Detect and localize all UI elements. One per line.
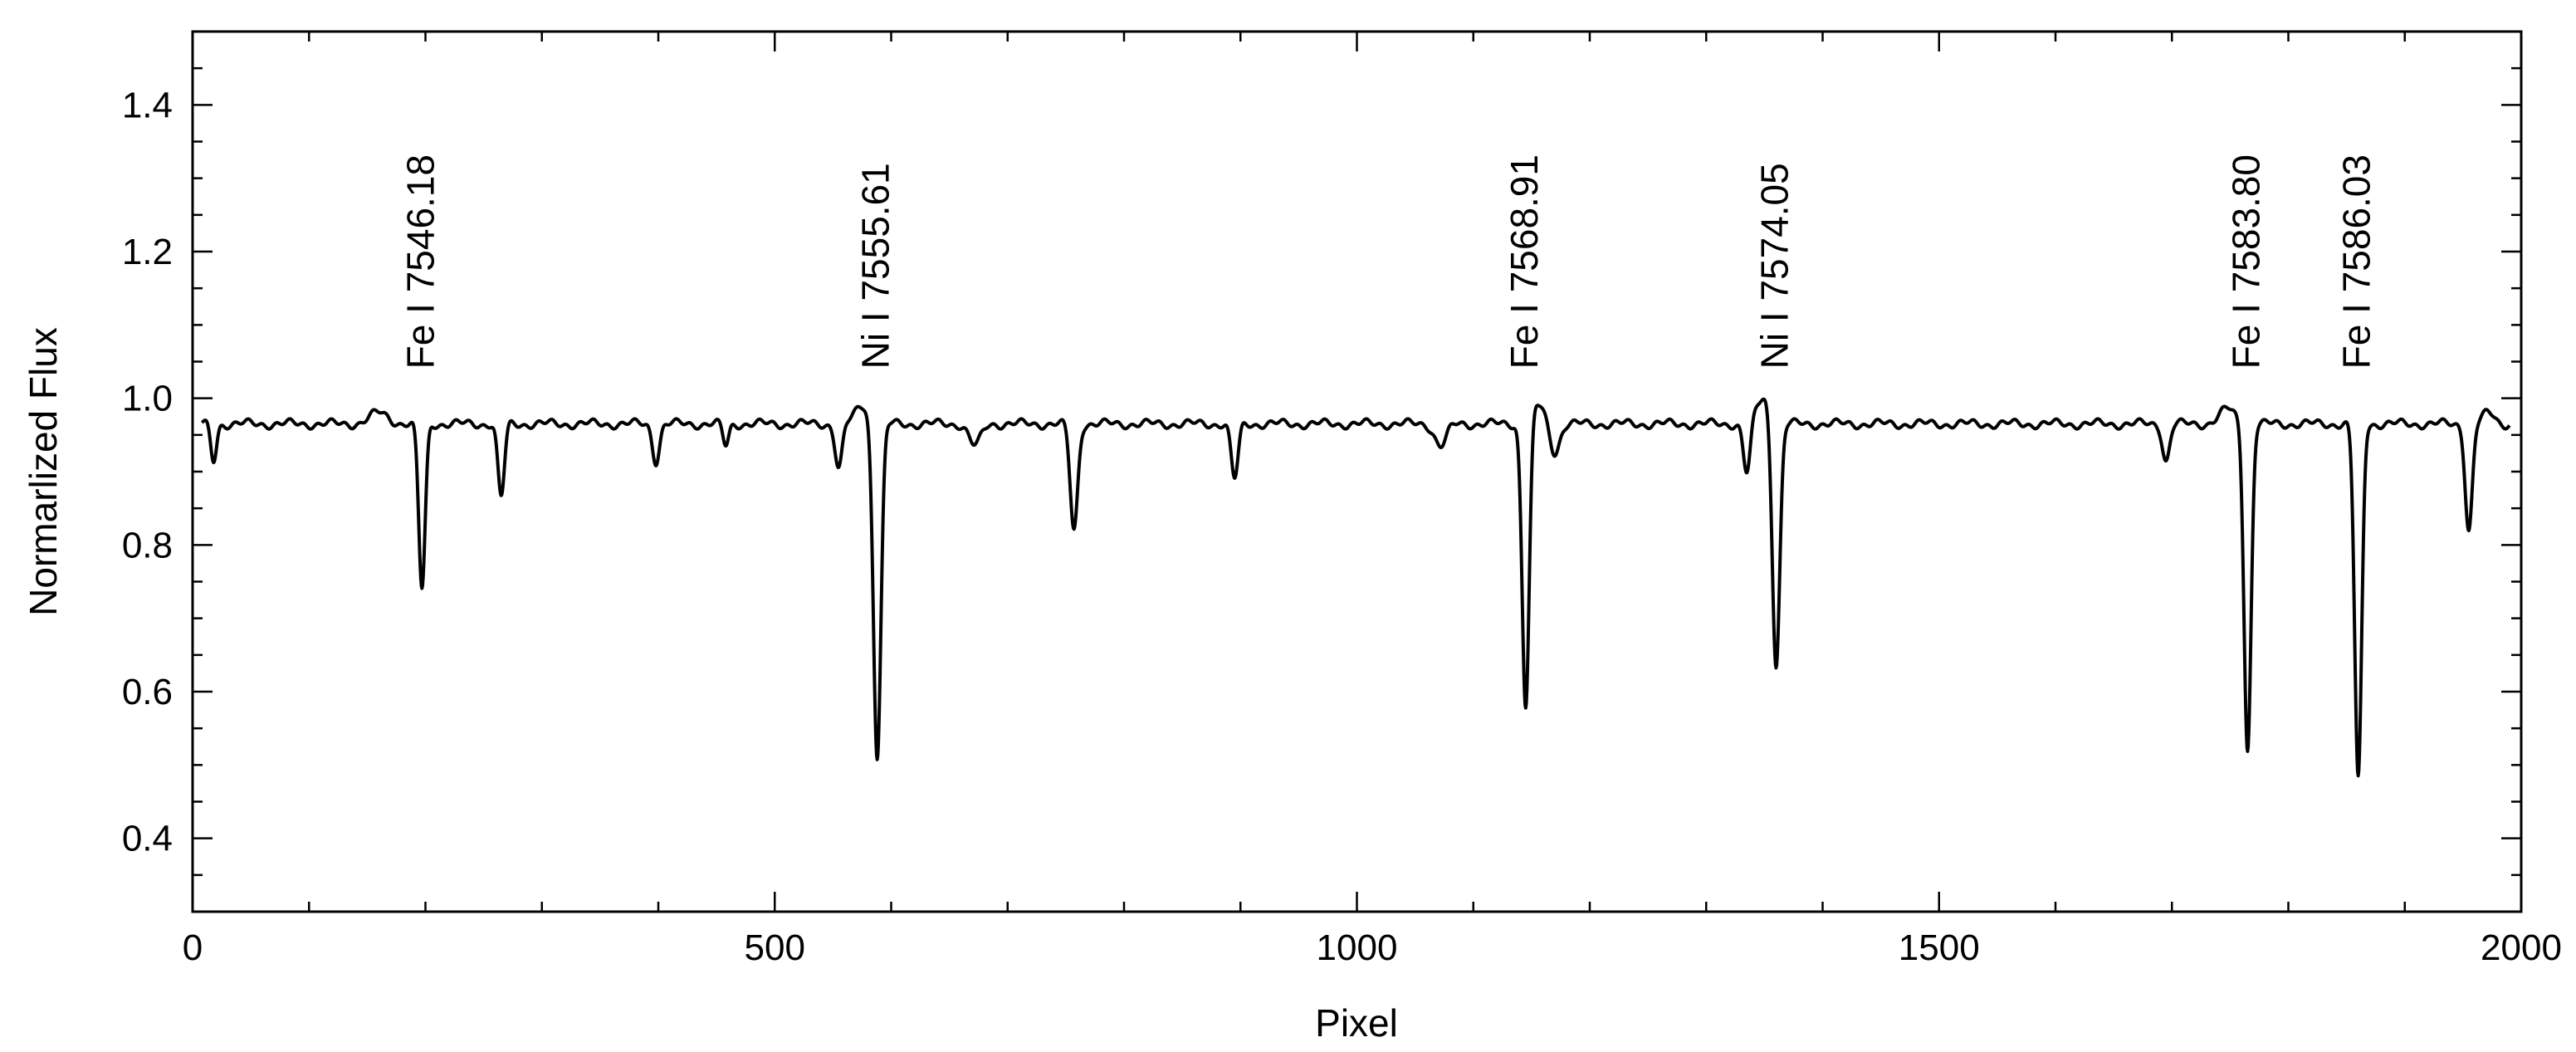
x-tick-label: 2000 [2481, 927, 2562, 968]
y-axis-title: Normarlized Flux [22, 327, 65, 616]
line-labels: Fe I 7546.18 Ni I 7555.61 Fe I 7568.91 Ni I… [398, 154, 2378, 369]
line-id-label: Fe I 7546.18 [398, 154, 442, 369]
line-id-label: Fe I 7568.91 [1503, 154, 1546, 369]
line-id-label: Fe I 7586.03 [2335, 154, 2378, 369]
x-axis-title: Pixel [1315, 1001, 1398, 1045]
line-id-label: Fe I 7583.80 [2224, 154, 2267, 369]
x-tick-label: 1000 [1317, 927, 1398, 968]
y-tick-label: 1.2 [122, 232, 173, 272]
plot-frame [191, 30, 2523, 913]
y-tick-label: 0.6 [122, 672, 173, 712]
x-tick-label: 0 [183, 927, 203, 968]
y-tick-label: 0.4 [122, 819, 173, 859]
x-tick-label: 1500 [1899, 927, 1980, 968]
y-axis: 0.4 0.6 0.8 1.0 1.2 1.4 [122, 30, 2521, 913]
line-id-label: Ni I 7574.05 [1752, 163, 1796, 369]
y-tick-label: 1.0 [122, 379, 173, 419]
line-id-label: Ni I 7555.61 [854, 163, 897, 369]
x-tick-label: 500 [745, 927, 805, 968]
y-tick-label: 1.4 [122, 85, 173, 125]
y-tick-label: 0.8 [122, 525, 173, 565]
spectrum-series-line [200, 397, 2511, 778]
x-axis: 0 500 1000 1500 2000 [183, 32, 2562, 968]
